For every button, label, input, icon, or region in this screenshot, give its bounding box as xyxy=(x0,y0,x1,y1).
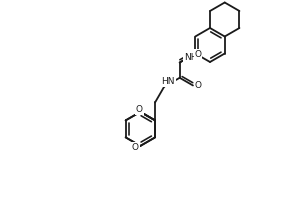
Text: NH: NH xyxy=(184,52,197,62)
Text: O: O xyxy=(194,50,201,59)
Text: O: O xyxy=(132,143,139,152)
Text: HN: HN xyxy=(161,77,175,86)
Text: O: O xyxy=(194,81,201,90)
Text: O: O xyxy=(136,105,143,114)
